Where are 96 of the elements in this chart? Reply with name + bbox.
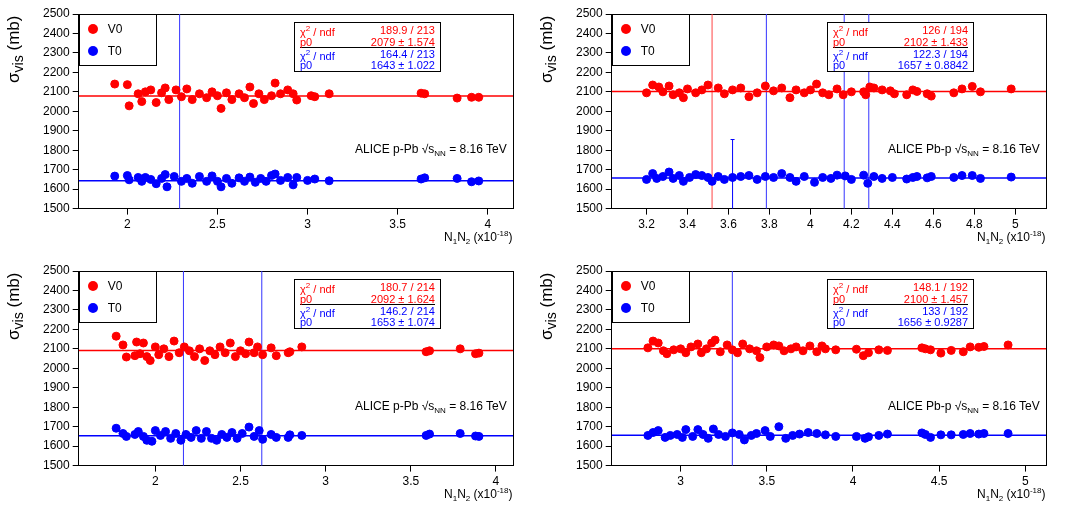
- x-tick-label: 2.5: [232, 474, 250, 489]
- x-tick-label: 3.5: [389, 217, 407, 232]
- y-tick-label: 1500: [42, 457, 71, 472]
- y-tick-label: 2100: [575, 341, 604, 356]
- annotation: 2079 ± 1.574: [369, 35, 435, 48]
- y-tick-label: 2300: [575, 302, 604, 317]
- annotation: 2102 ± 1.433: [902, 35, 968, 48]
- annotation: 146.2 / 214: [378, 304, 435, 318]
- y-tick-label: 2300: [575, 45, 604, 60]
- annotation: 180.7 / 214: [378, 281, 435, 294]
- y-tick-label: 2400: [575, 282, 604, 297]
- y-tick-label: 2000: [575, 360, 604, 375]
- y-tick-label: 2300: [42, 45, 71, 60]
- annotation: 164.4 / 213: [378, 47, 435, 61]
- y-tick-label: 2500: [575, 263, 604, 278]
- annotation: χ$^{2}$ / ndf: [300, 304, 336, 319]
- x-tick-label: 3.5: [758, 474, 776, 489]
- legend-label: T0: [107, 44, 122, 58]
- legend-label: V0: [107, 22, 123, 36]
- y-tick-label: 1800: [42, 399, 71, 414]
- x-tick-label: 3.5: [402, 474, 420, 489]
- annotation: ALICE Pb-p √s$_{NN}$ = 8.16 TeV: [888, 142, 1040, 159]
- y-tick-label: 2500: [42, 263, 71, 278]
- legend-label: T0: [640, 301, 655, 315]
- y-tick-label: 1900: [575, 380, 604, 395]
- y-tick-label: 2200: [42, 321, 71, 336]
- y-tick-label: 1600: [42, 181, 71, 196]
- annotation: 2092 ± 1.624: [369, 292, 435, 305]
- annotation: 1653 ± 1.074: [369, 316, 435, 329]
- y-tick-label: 2500: [575, 6, 604, 21]
- annotation: 133 / 192: [921, 304, 968, 318]
- y-tick-label: 1800: [42, 142, 71, 157]
- y-tick-label: 1600: [575, 181, 604, 196]
- y-tick-label: 2400: [575, 25, 604, 40]
- y-tick-label: 2400: [42, 25, 71, 40]
- y-tick-label: 2200: [575, 64, 604, 79]
- annotation: 1643 ± 1.022: [369, 59, 435, 72]
- legend-label: V0: [107, 279, 123, 293]
- annotation: ALICE Pb-p √s$_{NN}$ = 8.16 TeV: [888, 399, 1040, 416]
- y-tick-label: 1700: [42, 161, 71, 176]
- y-tick-label: 1700: [575, 418, 604, 433]
- annotation: χ$^{2}$ / ndf: [833, 304, 869, 319]
- annotation: 189.9 / 213: [378, 24, 435, 37]
- y-tick-label: 1900: [575, 123, 604, 138]
- y-tick-label: 2300: [42, 302, 71, 317]
- x-tick-label: 3.6: [720, 217, 738, 232]
- x-tick-label: 4: [849, 474, 857, 489]
- x-tick-label: 3.2: [638, 217, 656, 232]
- annotation: χ$^{2}$ / ndf: [833, 47, 869, 62]
- x-tick-label: 3: [322, 474, 330, 489]
- y-tick-label: 2000: [575, 103, 604, 118]
- x-tick-label: 3.8: [761, 217, 779, 232]
- annotation: 122.3 / 194: [911, 47, 968, 61]
- x-tick-label: 3: [677, 474, 685, 489]
- y-tick-label: 1700: [42, 418, 71, 433]
- y-tick-label: 1500: [575, 200, 604, 215]
- annotation: 126 / 194: [921, 24, 968, 37]
- x-tick-label: 4: [807, 217, 815, 232]
- y-tick-label: 2500: [42, 6, 71, 21]
- x-tick-label: 4.2: [843, 217, 861, 232]
- y-tick-label: 2200: [42, 64, 71, 79]
- y-tick-label: 1800: [575, 399, 604, 414]
- legend-label: V0: [640, 279, 656, 293]
- legend-label: T0: [640, 44, 655, 58]
- x-tick-label: 4.6: [924, 217, 942, 232]
- legend-label: T0: [107, 301, 122, 315]
- y-tick-label: 2100: [42, 341, 71, 356]
- y-tick-label: 2400: [42, 282, 71, 297]
- y-tick-label: 1600: [42, 438, 71, 453]
- y-tick-label: 1600: [575, 438, 604, 453]
- annotation: 2100 ± 1.457: [902, 292, 968, 305]
- y-tick-label: 2000: [42, 103, 71, 118]
- y-tick-label: 1500: [575, 457, 604, 472]
- x-tick-label: 2: [151, 474, 159, 489]
- annotation: 148.1 / 192: [911, 281, 968, 294]
- legend-label: V0: [640, 22, 656, 36]
- annotation: ALICE p-Pb √s$_{NN}$ = 8.16 TeV: [355, 399, 507, 416]
- x-tick-label: 3: [304, 217, 312, 232]
- x-tick-label: 2.5: [209, 217, 227, 232]
- annotation: χ$^{2}$ / ndf: [300, 47, 336, 62]
- y-tick-label: 1800: [575, 142, 604, 157]
- y-tick-label: 2200: [575, 321, 604, 336]
- y-tick-label: 2100: [42, 84, 71, 99]
- y-tick-label: 1900: [42, 123, 71, 138]
- annotation: 1656 ± 0.9287: [896, 316, 968, 329]
- x-tick-label: 3.4: [679, 217, 697, 232]
- x-tick-label: 4.4: [884, 217, 902, 232]
- y-tick-label: 1900: [42, 380, 71, 395]
- annotation: 1657 ± 0.8842: [896, 59, 968, 72]
- y-tick-label: 2000: [42, 360, 71, 375]
- annotation: ALICE p-Pb √s$_{NN}$ = 8.16 TeV: [355, 142, 507, 159]
- x-tick-label: 4.5: [930, 474, 948, 489]
- y-tick-label: 1700: [575, 161, 604, 176]
- x-tick-label: 2: [124, 217, 132, 232]
- y-tick-label: 1500: [42, 200, 71, 215]
- y-tick-label: 2100: [575, 84, 604, 99]
